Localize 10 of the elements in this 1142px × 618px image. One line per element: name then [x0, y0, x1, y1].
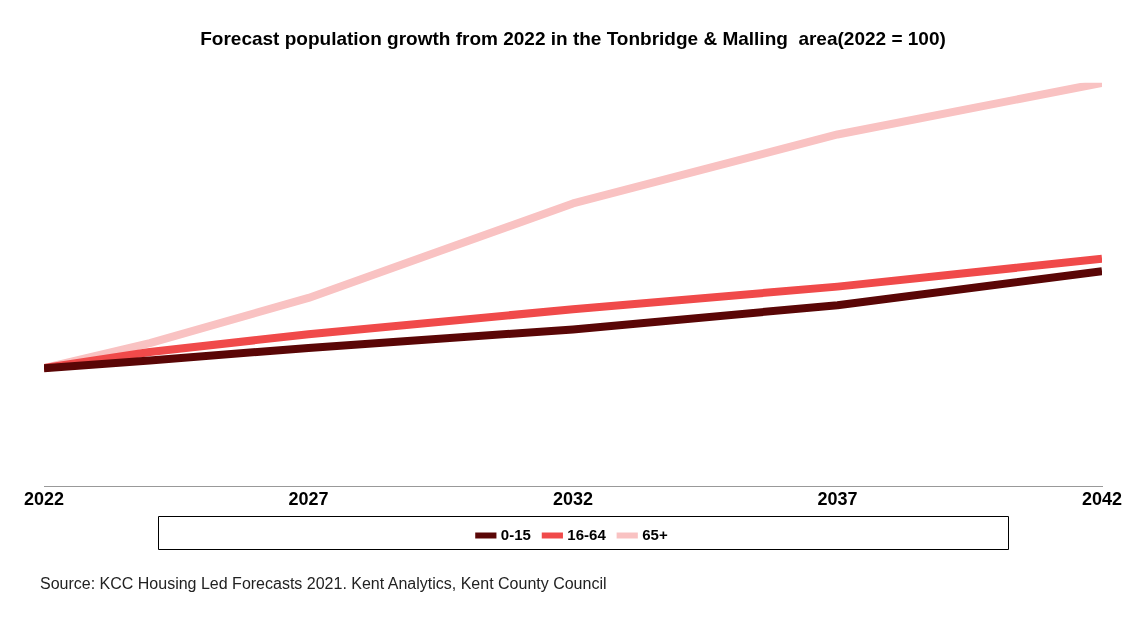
x-tick-label: 2027: [288, 489, 329, 510]
legend-label: 0-15: [500, 525, 531, 543]
legend-label: 16-64: [567, 525, 607, 543]
x-tick-label: 2022: [23, 489, 65, 510]
x-tick-label: 2032: [552, 489, 594, 510]
x-tick-label: 2042: [1081, 489, 1123, 510]
chart-title: Forecast population growth from 2022 in the Tonbridge & Malling area(2022 = 100): [200, 27, 946, 49]
source-note: Source: KCC Housing Led Forecasts 2021. Kent Analytics, Kent County Council: [40, 575, 608, 593]
x-tick-label: 2037: [817, 489, 858, 510]
legend-label: 65+: [642, 525, 668, 543]
